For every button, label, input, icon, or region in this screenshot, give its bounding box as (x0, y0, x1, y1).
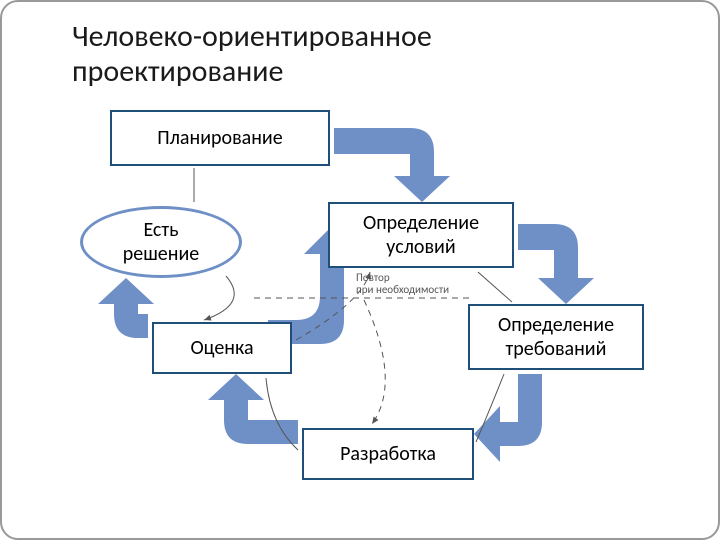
node-conditions-label: Определение условий (363, 211, 479, 259)
arrow-requirements-development (474, 374, 542, 462)
title-line1: Человеко-ориентированное (72, 18, 432, 55)
thin-requirements-dev (476, 374, 504, 442)
node-evaluation-label: Оценка (190, 336, 253, 360)
node-requirements: Определение требований (468, 304, 644, 370)
node-evaluation: Оценка (152, 322, 292, 374)
node-solution: Есть решение (80, 206, 242, 278)
node-requirements-label: Определение требований (498, 313, 614, 361)
node-conditions: Определение условий (328, 202, 514, 268)
arrow-conditions-requirements (518, 224, 594, 304)
thin-dev-eval (266, 378, 298, 450)
page-title: Человеко-ориентированное проектирование (72, 20, 432, 89)
node-planning-label: Планирование (157, 126, 282, 150)
dash-note-development (364, 300, 385, 424)
note-repeat: Повтор при необходимости (356, 272, 449, 296)
title-line2: проектирование (72, 53, 283, 90)
slide-frame: Человеко-ориентированное проектирование (0, 0, 720, 540)
arrow-planning-conditions (334, 128, 450, 202)
thin-solution-eval (204, 276, 234, 320)
node-solution-label: Есть решение (123, 218, 199, 266)
arrow-development-evaluation (208, 374, 298, 444)
thin-conditions-requirements (478, 272, 512, 302)
arrow-evaluation-solution (98, 278, 154, 338)
node-development: Разработка (302, 428, 474, 480)
node-development-label: Разработка (340, 442, 436, 466)
node-planning: Планирование (110, 110, 330, 166)
